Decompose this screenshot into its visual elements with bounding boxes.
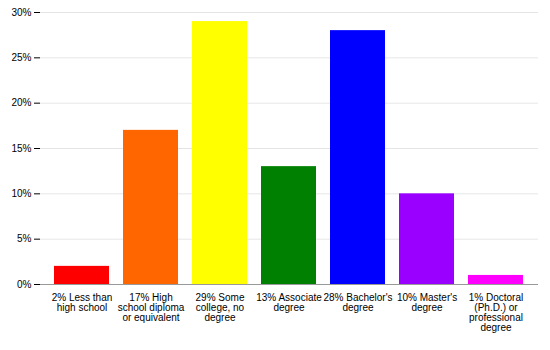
svg-text:0%: 0% <box>17 279 32 290</box>
svg-text:1% Doctoral(Ph.D.) orprofessio: 1% Doctoral(Ph.D.) orprofessionaldegree <box>469 292 523 333</box>
svg-text:25%: 25% <box>11 52 31 63</box>
svg-text:13% Associatedegree: 13% Associatedegree <box>256 292 322 313</box>
svg-text:15%: 15% <box>11 143 31 154</box>
svg-text:20%: 20% <box>11 97 31 108</box>
svg-text:10% Master'sdegree: 10% Master'sdegree <box>397 292 457 313</box>
svg-text:2% Less thanhigh school: 2% Less thanhigh school <box>52 292 113 313</box>
svg-text:30%: 30% <box>11 7 31 18</box>
svg-text:29% Somecollege, nodegree: 29% Somecollege, nodegree <box>196 292 245 323</box>
svg-text:28% Bachelor'sdegree: 28% Bachelor'sdegree <box>323 292 392 313</box>
svg-text:17% Highschool diplomaor equiv: 17% Highschool diplomaor equivalent <box>118 292 185 323</box>
svg-text:5%: 5% <box>17 233 32 244</box>
svg-text:10%: 10% <box>11 188 31 199</box>
